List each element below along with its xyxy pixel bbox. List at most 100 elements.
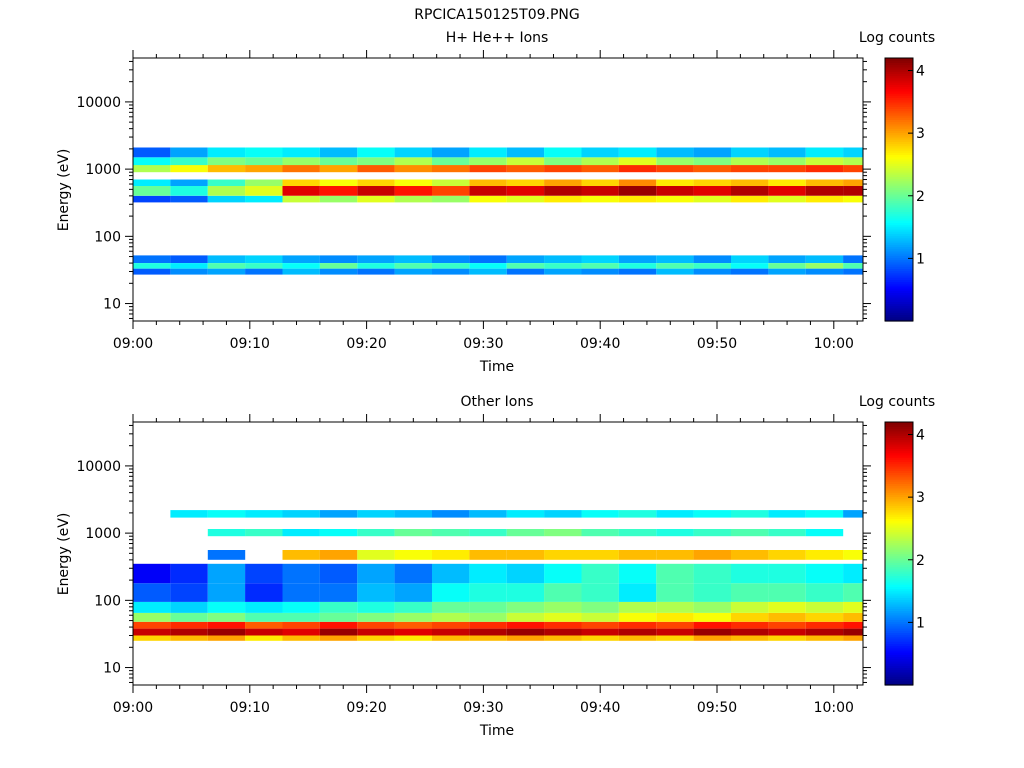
heatmap-cell [133, 179, 171, 186]
heatmap-cell [394, 550, 432, 560]
colorbar-swatch [885, 500, 913, 504]
colorbar-swatch [885, 259, 913, 263]
colorbar-swatch [885, 314, 913, 318]
heatmap-cell [506, 195, 545, 203]
colorbar-swatch [885, 601, 913, 605]
colorbar-swatch [885, 79, 913, 83]
heatmap-cell [170, 157, 208, 166]
heatmap-cell [282, 179, 320, 186]
heatmap-cell [245, 601, 283, 613]
heatmap-cell [207, 147, 246, 158]
colorbar-tick-label: 3 [916, 126, 925, 142]
heatmap-cell [506, 601, 545, 613]
heatmap-cell [544, 195, 582, 203]
heatmap-cell [544, 612, 582, 622]
heatmap-cell [618, 583, 657, 602]
colorbar-swatch [885, 516, 913, 520]
heatmap-cell [768, 628, 806, 636]
heatmap-cell [319, 550, 358, 560]
heatmap-cell [394, 563, 432, 584]
heatmap-cell [170, 255, 208, 264]
colorbar-tick-label: 4 [916, 64, 925, 80]
colorbar-swatch [885, 207, 913, 210]
heatmap-cell [133, 612, 171, 622]
heatmap-cell [693, 601, 731, 613]
y-tick-label: 1000 [85, 526, 121, 542]
heatmap-cell [170, 601, 208, 613]
heatmap-cell [805, 186, 844, 196]
colorbar-swatch [885, 255, 913, 259]
heatmap-cell [768, 621, 806, 629]
heatmap-cell [731, 147, 769, 158]
colorbar-swatch [885, 108, 913, 112]
colorbar-swatch [885, 509, 913, 513]
heatmap-cell [432, 612, 470, 622]
heatmap-cell [768, 179, 806, 186]
heatmap-cell [805, 601, 844, 613]
colorbar-swatch [885, 461, 913, 465]
heatmap-cell [544, 529, 582, 537]
panel-1-y-axis-label: Energy (eV) [56, 149, 72, 232]
colorbar-swatch [885, 658, 913, 662]
colorbar-swatch [885, 457, 913, 460]
colorbar-swatch [885, 299, 913, 302]
colorbar-swatch [885, 312, 913, 316]
colorbar-swatch [885, 296, 913, 300]
heatmap-cell [207, 263, 246, 269]
heatmap-cell [506, 255, 545, 264]
heatmap-cell [207, 195, 246, 203]
heatmap-cell [207, 186, 246, 196]
x-tick-label: 09:00 [113, 336, 153, 352]
heatmap-cell [618, 550, 657, 560]
colorbar-swatch [885, 270, 913, 274]
colorbar-swatch [885, 316, 913, 320]
colorbar-swatch [885, 182, 913, 186]
heatmap-cell [506, 186, 545, 196]
heatmap-cell [731, 612, 769, 622]
heatmap-cell [506, 563, 545, 584]
colorbar-swatch [885, 246, 913, 250]
colorbar-swatch [885, 448, 913, 452]
heatmap-cell [357, 147, 395, 158]
heatmap-cell [805, 263, 844, 269]
colorbar-swatch [885, 178, 913, 182]
heatmap-cell [245, 179, 283, 186]
heatmap-cell [618, 263, 657, 269]
panel-1-heatmap [133, 147, 863, 275]
heatmap-cell [843, 186, 863, 196]
heatmap-cell [282, 612, 320, 622]
heatmap-cell [319, 147, 358, 158]
heatmap-cell [731, 583, 769, 602]
panel-2-y-axis: 10 100 1000 10000 [76, 424, 871, 683]
heatmap-cell [581, 612, 619, 622]
colorbar-swatch [885, 318, 913, 322]
heatmap-cell [768, 601, 806, 613]
colorbar-swatch [885, 110, 913, 114]
heatmap-cell [805, 147, 844, 158]
colorbar-swatch [885, 522, 913, 526]
colorbar-swatch [885, 680, 913, 684]
heatmap-cell [581, 165, 619, 173]
x-tick-label: 09:50 [697, 700, 737, 716]
heatmap-cell [731, 255, 769, 264]
colorbar-swatch [885, 566, 913, 570]
heatmap-cell [843, 612, 863, 622]
heatmap-cell [319, 612, 358, 622]
heatmap-cell [656, 157, 694, 166]
x-tick-label: 09:10 [230, 336, 270, 352]
colorbar-swatch [885, 481, 913, 484]
heatmap-cell [731, 510, 769, 518]
colorbar-swatch [885, 62, 913, 66]
colorbar-swatch [885, 478, 913, 482]
heatmap-cell [656, 612, 694, 622]
heatmap-cell [394, 601, 432, 613]
colorbar-swatch [885, 257, 913, 261]
colorbar-swatch [885, 187, 913, 191]
panel-2-heatmap [133, 510, 863, 641]
heatmap-cell [693, 186, 731, 196]
heatmap-cell [768, 510, 806, 518]
heatmap-cell [245, 147, 283, 158]
heatmap-cell [843, 157, 863, 166]
colorbar-swatch [885, 77, 913, 81]
colorbar-swatch [885, 193, 913, 197]
